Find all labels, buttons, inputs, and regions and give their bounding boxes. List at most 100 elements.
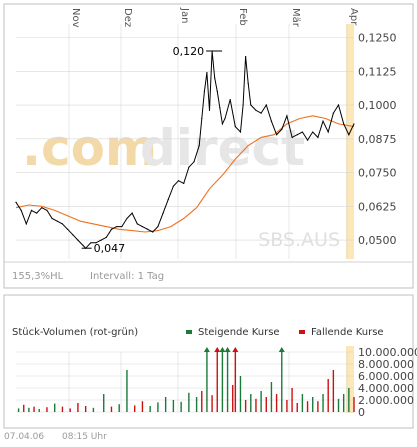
legend-falling-swatch <box>299 330 305 334</box>
price-point <box>247 82 249 85</box>
price-series <box>15 50 355 249</box>
price-point <box>301 131 303 133</box>
price-point <box>201 117 203 120</box>
price-point <box>224 117 226 120</box>
volume-overflow-arrow-icon <box>278 347 285 352</box>
price-point <box>270 120 273 122</box>
price-annotations: 0,120 0,047 <box>81 45 223 255</box>
volume-overflow-arrow-icon <box>203 347 210 352</box>
price-point <box>353 123 355 125</box>
price-y-tick-label: 0,1250 <box>358 32 397 45</box>
price-point <box>95 242 97 244</box>
price-point <box>348 134 350 136</box>
price-point <box>25 223 27 225</box>
price-point <box>121 225 123 228</box>
price-point <box>20 209 22 211</box>
hl-indicator: 155,3%HL <box>12 271 64 282</box>
price-point <box>41 207 43 209</box>
price-point <box>116 225 118 228</box>
volume-y-tick-label: 6.000.000 <box>358 370 414 383</box>
price-point <box>188 166 190 168</box>
volume-overflow-arrow-icon <box>224 347 231 352</box>
price-point <box>141 225 144 228</box>
price-x-tick-label: Nov <box>70 8 81 28</box>
volume-y-tick-label: 10.000.000 <box>358 346 417 359</box>
price-point <box>126 217 128 220</box>
price-point <box>77 239 79 241</box>
price-x-tick-label: Apr <box>348 8 359 26</box>
price-point <box>183 182 185 184</box>
price-point <box>172 185 174 187</box>
price-point <box>105 236 107 238</box>
legend-falling-label: Fallende Kurse <box>311 327 384 338</box>
price-point <box>198 144 200 147</box>
price-line <box>15 50 355 249</box>
price-y-axis: 0,1250 0,1125 0,1000 0,0875 0,0750 0,0625 0,05… <box>358 32 397 248</box>
price-point <box>255 109 257 112</box>
price-point <box>15 201 17 203</box>
price-point <box>250 104 252 106</box>
legend-rising-label: Steigende Kurse <box>198 327 280 338</box>
price-point <box>162 212 164 214</box>
price-y-tick-label: 0,1125 <box>358 65 397 78</box>
volume-overflow-markers <box>203 347 285 352</box>
price-x-tick-label: Feb <box>237 8 248 26</box>
volume-panel-frame <box>3 294 414 429</box>
price-point <box>82 244 84 247</box>
price-point <box>90 242 92 244</box>
high-marker-label: 0,120 <box>173 45 205 58</box>
volume-bars <box>17 352 355 412</box>
price-point <box>61 223 64 225</box>
legend-rising-swatch <box>186 330 192 334</box>
price-point <box>136 223 138 225</box>
price-point <box>322 120 324 122</box>
price-y-tick-label: 0,0875 <box>358 133 397 146</box>
current-period-highlight <box>346 24 354 259</box>
price-point <box>343 123 345 125</box>
price-point <box>203 90 205 93</box>
price-point <box>234 126 236 128</box>
price-point <box>219 107 221 109</box>
volume-overflow-arrow-icon <box>219 347 226 352</box>
price-point <box>275 134 278 136</box>
update-date: 07.04.06 <box>4 432 44 442</box>
price-point <box>146 228 149 230</box>
price-x-axis: Nov Dez Jan Feb Mär Apr <box>70 7 359 28</box>
price-point <box>317 136 319 139</box>
price-point <box>229 99 231 101</box>
price-point <box>46 209 48 211</box>
price-point <box>206 72 208 74</box>
interval-label: Intervall: 1 Tag <box>90 271 164 282</box>
low-marker-label: 0,047 <box>94 242 126 255</box>
price-point <box>221 123 224 125</box>
price-point <box>281 128 283 130</box>
price-point <box>239 131 242 133</box>
price-point <box>327 131 329 133</box>
price-point <box>177 180 180 182</box>
price-point <box>291 136 293 139</box>
price-point <box>265 104 267 106</box>
volume-overflow-arrow-icon <box>232 347 239 352</box>
volume-current-highlight <box>346 346 354 413</box>
price-point <box>337 104 340 106</box>
legend-rising: Steigende Kurse <box>186 327 280 338</box>
price-x-tick-label: Jan <box>179 7 190 23</box>
price-point <box>72 234 74 236</box>
volume-y-axis: 10.000.0008.000.0006.000.0004.000.0002.0… <box>358 346 417 419</box>
price-point <box>260 112 262 114</box>
moving-average-line <box>15 115 355 233</box>
volume-y-tick-label: 0 <box>358 406 365 419</box>
price-point <box>208 109 211 112</box>
volume-grid <box>16 351 354 413</box>
price-point <box>332 112 334 114</box>
price-grid <box>16 24 354 259</box>
price-x-tick-label: Dez <box>122 8 133 27</box>
price-point <box>214 77 216 79</box>
price-point <box>30 209 33 211</box>
legend-falling: Fallende Kurse <box>299 327 384 338</box>
watermark-com: .com <box>22 119 157 177</box>
price-point <box>296 134 298 136</box>
price-point <box>306 139 309 141</box>
price-point <box>56 220 58 222</box>
